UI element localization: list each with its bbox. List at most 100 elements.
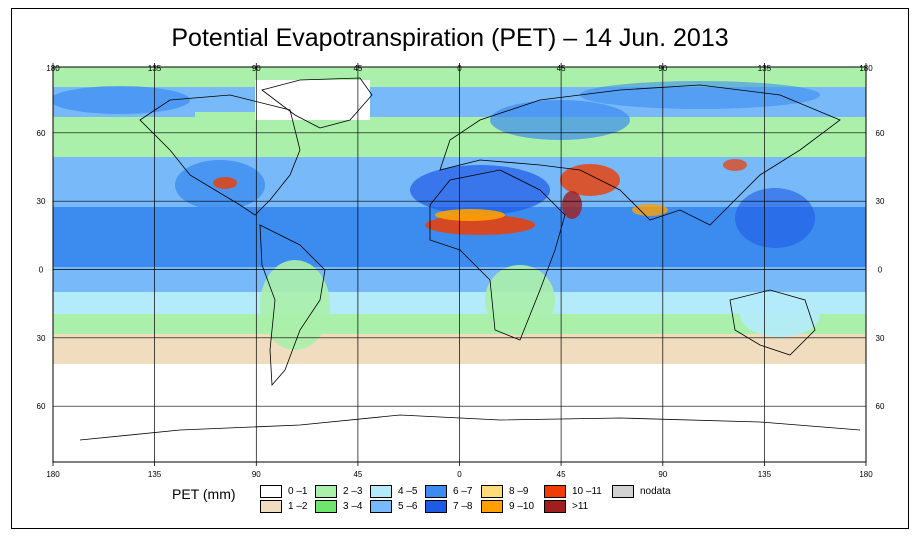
lon-label: 135 bbox=[758, 64, 772, 73]
legend-label: 10 –11 bbox=[572, 486, 602, 497]
lat-label: 30 bbox=[876, 197, 885, 206]
lon-label: 90 bbox=[252, 64, 261, 73]
legend-swatch bbox=[315, 485, 337, 498]
lon-label: 180 bbox=[859, 470, 873, 479]
lon-label: 180 bbox=[859, 64, 873, 73]
patch-arabia-hot bbox=[562, 191, 582, 219]
legend-label: 9 –10 bbox=[509, 501, 535, 512]
lat-label: 30 bbox=[876, 334, 885, 343]
lat-label: 60 bbox=[876, 129, 885, 138]
legend-swatch bbox=[260, 485, 282, 498]
lon-labels-top: 180 135 90 45 0 45 90 135 180 bbox=[46, 64, 873, 73]
legend-item: 10 –11 bbox=[544, 485, 602, 498]
legend-swatch bbox=[544, 485, 566, 498]
legend-swatch bbox=[612, 485, 634, 498]
coastlines bbox=[79, 77, 861, 441]
lon-labels-bottom: 180 135 90 45 0 45 90 135 180 bbox=[46, 470, 873, 479]
coast-africa bbox=[429, 169, 566, 341]
lon-label: 90 bbox=[252, 470, 261, 479]
legend-title: PET (mm) bbox=[172, 486, 236, 502]
patch-middle-east-hot bbox=[560, 164, 620, 196]
lat-label: 60 bbox=[876, 402, 885, 411]
coast-australia bbox=[729, 289, 816, 356]
legend-swatch bbox=[544, 500, 566, 513]
patch-australia bbox=[740, 293, 820, 337]
lon-label: 135 bbox=[758, 470, 772, 479]
legend-label: 8 –9 bbox=[509, 486, 529, 497]
lon-label: 180 bbox=[46, 64, 60, 73]
legend-label: 5 –6 bbox=[398, 501, 418, 512]
legend-item: 6 –7 bbox=[425, 485, 472, 498]
legend-swatch bbox=[315, 500, 337, 513]
legend-item: >11 bbox=[544, 500, 588, 513]
legend-swatch bbox=[370, 500, 392, 513]
legend-item: 8 –9 bbox=[481, 485, 528, 498]
lon-label: 90 bbox=[658, 64, 667, 73]
map-title: Potential Evapotranspiration (PET) – 14 … bbox=[171, 24, 729, 52]
legend-item: 3 –4 bbox=[315, 500, 362, 513]
coast-eurasia bbox=[439, 84, 841, 226]
lat-label: 0 bbox=[39, 266, 44, 275]
lon-label: 135 bbox=[148, 470, 162, 479]
lat-labels-right: 60 30 0 30 60 bbox=[876, 129, 885, 411]
patch-india-warm bbox=[632, 204, 668, 216]
lat-label: 0 bbox=[878, 266, 883, 275]
legend-item: 5 –6 bbox=[370, 500, 417, 513]
patch-west-pacific bbox=[735, 188, 815, 248]
lat-labels-left: 60 30 0 30 60 bbox=[37, 129, 46, 411]
patch-china-hot bbox=[723, 159, 747, 171]
legend-label: 6 –7 bbox=[453, 486, 473, 497]
legend-item: 1 –2 bbox=[260, 500, 307, 513]
legend-label: 4 –5 bbox=[398, 486, 418, 497]
legend-item: 0 –1 bbox=[260, 485, 307, 498]
legend-label: 7 –8 bbox=[453, 501, 473, 512]
lon-label: 45 bbox=[557, 470, 566, 479]
lon-label: 180 bbox=[46, 470, 60, 479]
lon-label: 45 bbox=[557, 64, 566, 73]
patch-sahara-warm bbox=[435, 209, 505, 221]
coast-south-america bbox=[259, 224, 326, 387]
lat-label: 60 bbox=[37, 129, 46, 138]
coast-north-america bbox=[139, 94, 301, 216]
tick-marks bbox=[52, 63, 867, 466]
patch-russia bbox=[490, 100, 630, 140]
legend-item: 9 –10 bbox=[481, 500, 534, 513]
patch-north-pacific bbox=[53, 86, 190, 114]
patch-south-america bbox=[260, 260, 330, 350]
coast-greenland bbox=[261, 77, 373, 129]
legend-item: nodata bbox=[612, 485, 671, 498]
legend-label: 2 –3 bbox=[343, 486, 363, 497]
lat-label: 60 bbox=[37, 402, 46, 411]
legend-swatch bbox=[481, 500, 503, 513]
legend-swatch bbox=[425, 500, 447, 513]
legend-item: 7 –8 bbox=[425, 500, 472, 513]
patch-siberia bbox=[580, 81, 820, 109]
legend-item: 2 –3 bbox=[315, 485, 362, 498]
patch-north-africa bbox=[410, 165, 550, 215]
figure-frame bbox=[11, 8, 909, 529]
patch-greenland bbox=[255, 80, 370, 120]
graticule bbox=[53, 67, 866, 462]
legend-label: 3 –4 bbox=[343, 501, 363, 512]
legend-swatch bbox=[260, 500, 282, 513]
coast-antarctica bbox=[79, 414, 861, 441]
lat-label: 30 bbox=[37, 334, 46, 343]
legend-swatch bbox=[481, 485, 503, 498]
legend-swatch bbox=[425, 485, 447, 498]
patch-sw-us-hot bbox=[213, 177, 237, 189]
lon-label: 90 bbox=[658, 470, 667, 479]
lon-label: 45 bbox=[353, 64, 362, 73]
patch-southern-africa bbox=[485, 265, 555, 335]
legend-item: 4 –5 bbox=[370, 485, 417, 498]
lat-label: 30 bbox=[37, 197, 46, 206]
lon-label: 45 bbox=[353, 470, 362, 479]
legend-label: >11 bbox=[572, 501, 589, 512]
legend-label: 1 –2 bbox=[288, 501, 308, 512]
pet-field bbox=[53, 67, 866, 462]
legend-label: 0 –1 bbox=[288, 486, 308, 497]
legend-label: nodata bbox=[640, 486, 671, 497]
lon-label: 0 bbox=[457, 64, 462, 73]
legend-swatch bbox=[370, 485, 392, 498]
lon-label: 0 bbox=[457, 470, 462, 479]
